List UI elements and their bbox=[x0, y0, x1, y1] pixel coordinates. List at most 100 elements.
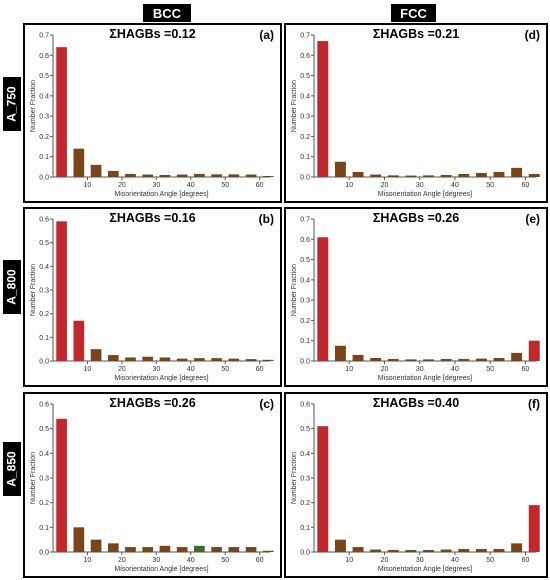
y-tick-label: 0.0 bbox=[300, 359, 310, 366]
x-tick-label: 20 bbox=[118, 366, 126, 373]
x-tick-label: 50 bbox=[221, 182, 229, 189]
y-tick-label: 0.6 bbox=[39, 402, 49, 409]
x-tick-label: 10 bbox=[84, 557, 92, 564]
bar bbox=[176, 358, 188, 361]
y-axis-label: Number Fraction bbox=[30, 452, 37, 504]
bar bbox=[352, 354, 364, 361]
x-axis-label: Misorientation Angle [degrees] bbox=[378, 191, 472, 198]
bar bbox=[334, 345, 346, 361]
y-tick-label: 0.5 bbox=[300, 426, 310, 433]
bar bbox=[194, 358, 205, 361]
x-tick-label: 10 bbox=[345, 366, 353, 373]
y-tick-label: 0.4 bbox=[300, 93, 310, 100]
y-tick-label: 0.1 bbox=[300, 338, 310, 345]
y-tick-label: 0.7 bbox=[39, 33, 49, 40]
chart-title: ΣHAGBs =0.21 bbox=[372, 27, 460, 41]
bar bbox=[176, 174, 188, 177]
x-tick-label: 40 bbox=[451, 182, 459, 189]
bar bbox=[493, 357, 505, 361]
bar bbox=[245, 547, 257, 552]
y-tick-label: 0.4 bbox=[300, 277, 310, 284]
panel-letter: (d) bbox=[524, 28, 540, 42]
x-tick-label: 60 bbox=[522, 182, 530, 189]
bar bbox=[159, 545, 171, 552]
x-tick-label: 60 bbox=[522, 366, 530, 373]
y-tick-label: 0.4 bbox=[39, 451, 49, 458]
bar bbox=[493, 171, 505, 177]
x-tick-label: 60 bbox=[256, 366, 264, 373]
bar bbox=[262, 550, 274, 552]
chart-title: ΣHAGBs =0.12 bbox=[109, 27, 196, 41]
chart-panel-f: ΣHAGBs =0.40 (f) 0.0 0.1 0.2 0.3 0.4 0.5 0.6 10 20… bbox=[284, 392, 548, 578]
x-tick-label: 50 bbox=[486, 366, 494, 373]
y-tick-label: 0.1 bbox=[39, 154, 49, 161]
bar bbox=[211, 358, 222, 361]
panel-letter: (b) bbox=[258, 212, 274, 226]
y-axis-label: Number Fraction bbox=[291, 264, 298, 316]
bar bbox=[511, 352, 523, 361]
x-tick-label: 20 bbox=[118, 557, 126, 564]
chart-panel-b: ΣHAGBs =0.16 (b) 0.0 0.1 0.2 0.3 0.4 0.5 0.6 10 20… bbox=[23, 207, 282, 387]
x-axis-label: Misorientation Angle [degrees] bbox=[114, 566, 208, 573]
bar bbox=[334, 161, 346, 177]
bar bbox=[56, 221, 67, 361]
bar bbox=[352, 547, 364, 552]
bar bbox=[90, 539, 102, 552]
chart-svg: 0.0 0.1 0.2 0.3 0.4 0.5 0.6 0.7 10 20 30 40 50 60 Miso… bbox=[30, 33, 274, 198]
x-tick-label: 40 bbox=[187, 366, 195, 373]
x-tick-label: 30 bbox=[416, 557, 424, 564]
chart-svg: 0.0 0.1 0.2 0.3 0.4 0.5 0.6 10 20 30 40 50 60 Misorie… bbox=[291, 402, 540, 573]
chart-title: ΣHAGBs =0.26 bbox=[109, 396, 196, 410]
chart-svg: 0.0 0.1 0.2 0.3 0.4 0.5 0.6 10 20 30 40 50 60 Misorie… bbox=[30, 217, 274, 382]
y-tick-label: 0.2 bbox=[39, 134, 49, 141]
bar bbox=[73, 527, 85, 552]
bar bbox=[73, 148, 85, 177]
bar bbox=[159, 357, 171, 361]
y-tick-label: 0.0 bbox=[300, 175, 310, 182]
bar bbox=[475, 358, 487, 361]
chart-svg: 0.0 0.1 0.2 0.3 0.4 0.5 0.6 0.7 10 20 30 40 50 60 Miso… bbox=[291, 33, 540, 198]
bar bbox=[125, 173, 136, 177]
bar bbox=[334, 539, 346, 552]
bar bbox=[142, 356, 154, 361]
y-tick-label: 0.1 bbox=[39, 525, 49, 532]
bar bbox=[56, 418, 67, 552]
chart-panel-e: ΣHAGBs =0.26 (e) 0.0 0.1 0.2 0.3 0.4 0.5 0.6 0.7 1… bbox=[284, 207, 548, 387]
bar bbox=[107, 543, 119, 552]
bar bbox=[458, 173, 470, 177]
x-tick-label: 10 bbox=[84, 182, 92, 189]
y-tick-label: 0.5 bbox=[39, 426, 49, 433]
bar bbox=[405, 359, 417, 361]
x-tick-label: 10 bbox=[84, 366, 92, 373]
y-tick-label: 0.2 bbox=[300, 318, 310, 325]
y-axis-label: Number Fraction bbox=[30, 264, 37, 316]
bar bbox=[228, 358, 240, 361]
y-axis-label: Number Fraction bbox=[291, 80, 298, 132]
x-tick-label: 30 bbox=[416, 366, 424, 373]
bar bbox=[511, 167, 523, 177]
bar bbox=[405, 175, 417, 177]
bar bbox=[528, 340, 540, 361]
bar bbox=[528, 505, 540, 552]
bar bbox=[423, 175, 434, 177]
row-label-a800: A_800 bbox=[3, 260, 21, 314]
bar bbox=[90, 164, 102, 177]
y-axis-label: Number Fraction bbox=[291, 452, 298, 504]
x-tick-label: 50 bbox=[486, 182, 494, 189]
chart-panel-a: ΣHAGBs =0.12 (a) 0.0 0.1 0.2 0.3 0.4 0.5 0.6 0.7 1… bbox=[23, 23, 282, 203]
bar bbox=[440, 358, 452, 361]
x-tick-label: 30 bbox=[152, 557, 160, 564]
bar bbox=[458, 549, 470, 552]
panel-letter: (f) bbox=[528, 397, 540, 411]
panel-letter: (a) bbox=[259, 28, 274, 42]
x-tick-label: 60 bbox=[256, 182, 264, 189]
y-tick-label: 0.3 bbox=[39, 114, 49, 121]
chart-svg: 0.0 0.1 0.2 0.3 0.4 0.5 0.6 0.7 10 20 30 40 50 60 Miso… bbox=[291, 217, 540, 382]
x-tick-label: 50 bbox=[221, 366, 229, 373]
bar bbox=[56, 47, 67, 177]
bar bbox=[423, 359, 434, 361]
y-tick-label: 0.6 bbox=[300, 237, 310, 244]
bar bbox=[211, 547, 222, 552]
chart-title: ΣHAGBs =0.26 bbox=[372, 211, 460, 225]
bar bbox=[440, 174, 452, 177]
